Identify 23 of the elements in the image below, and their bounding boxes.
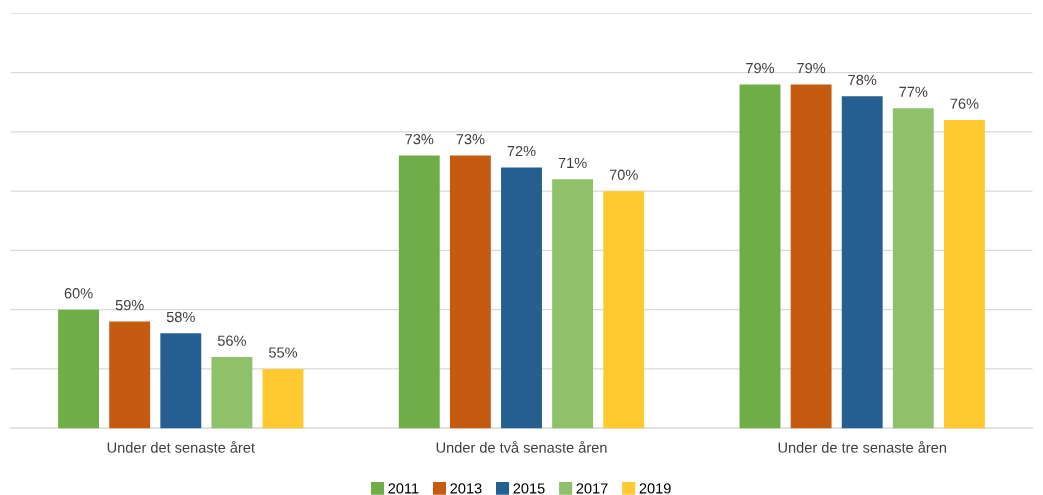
x-tick-label: Under de två senaste åren [436,440,607,453]
legend-label: 2013 [450,483,482,494]
data-label: 71% [558,157,587,169]
data-label: 55% [268,347,298,358]
data-label: 73% [456,134,485,145]
data-label: 60% [64,288,93,299]
data-label: 79% [797,62,826,74]
data-label: 58% [166,311,195,323]
legend-label: 2011 [388,483,419,494]
legend-label: 2019 [639,483,671,494]
data-label: 70% [609,169,638,180]
legend-label: 2017 [576,483,608,494]
data-label: 79% [746,62,775,74]
data-label: 77% [899,86,928,97]
legend-label: 2015 [513,483,545,494]
x-tick-label: Under det senaste året [107,440,255,453]
data-label: 56% [217,335,246,346]
data-label: 76% [950,98,979,109]
data-label: 73% [405,134,434,145]
x-tick-label: Under de tre senaste åren [778,440,946,453]
data-label: 59% [115,299,144,311]
data-label: 78% [848,74,877,86]
data-label: 72% [507,145,536,157]
